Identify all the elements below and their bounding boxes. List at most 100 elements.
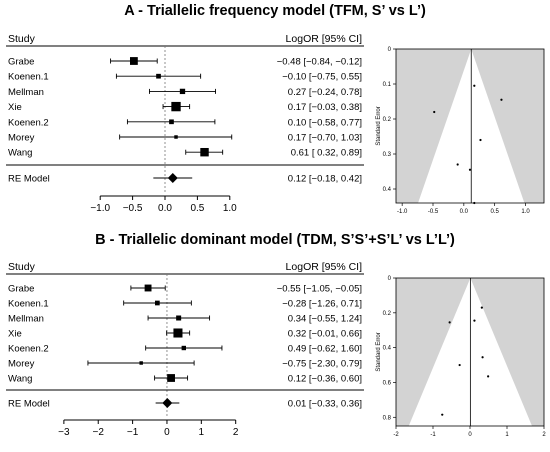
funnel-point — [473, 84, 476, 87]
x-tick-label: 0 — [164, 427, 170, 438]
x-tick-label: 0.0 — [158, 203, 172, 214]
effect-square — [174, 135, 178, 139]
header-effect: LogOR [95% CI] — [286, 261, 363, 273]
effect-ci-text: −0.55 [−1.05, −0.05] — [277, 284, 362, 295]
study-label: Grabe — [8, 284, 34, 295]
header-study: Study — [8, 33, 36, 45]
effect-square — [171, 101, 181, 112]
funnel-point — [468, 168, 472, 171]
funnel-y-tick-label: 0 — [388, 47, 392, 53]
funnel-point — [456, 163, 459, 166]
summary-label: RE Model — [8, 174, 50, 185]
funnel-y-tick-label: 0.2 — [383, 117, 392, 123]
effect-ci-text: −0.10 [−0.75, 0.55] — [282, 72, 362, 83]
study-label: Koenen.1 — [8, 299, 49, 310]
effect-square — [139, 361, 143, 365]
study-label: Koenen.2 — [8, 117, 49, 128]
effect-ci-text: 0.49 [−0.62, 1.60] — [288, 344, 362, 355]
funnel-point — [448, 321, 451, 324]
effect-ci-text: −0.48 [−0.84, −0.12] — [277, 57, 362, 68]
funnel-y-tick-label: 0.4 — [383, 187, 392, 193]
summary-diamond — [162, 398, 173, 408]
x-tick-label: −1 — [127, 427, 139, 438]
funnel-x-tick-label: 2 — [542, 432, 546, 438]
forest-plot-a: Study LogOR [95% CI] Grabe −0.48 [−0.84, −0… — [6, 33, 364, 214]
study-label: Koenen.2 — [8, 344, 49, 355]
x-tick-label: 2 — [233, 427, 239, 438]
study-label: Xie — [8, 329, 22, 340]
funnel-point — [479, 138, 482, 142]
funnel-x-tick-label: -0.5 — [428, 209, 439, 215]
study-label: Wang — [8, 374, 32, 385]
funnel-point — [433, 110, 436, 114]
study-label: Xie — [8, 102, 22, 113]
x-tick-label: −0.5 — [123, 203, 143, 214]
forest-plot-b: Study LogOR [95% CI] Grabe −0.55 [−1.05, −0… — [6, 261, 364, 438]
panel-b-title: B - Triallelic dominant model (TDM, S’S’… — [95, 232, 455, 248]
funnel-x-tick-label: 0.0 — [460, 209, 469, 215]
funnel-y-label: Standard Error — [376, 106, 382, 145]
summary-label: RE Model — [8, 399, 50, 410]
funnel-y-tick-label: 0.3 — [383, 152, 392, 158]
header-study: Study — [8, 261, 36, 273]
effect-ci-text: −0.28 [−1.26, 0.71] — [282, 299, 362, 310]
effect-ci-text: 0.10 [−0.58, 0.77] — [288, 117, 362, 128]
effect-ci-text: 0.61 [ 0.32, 0.89] — [291, 148, 362, 159]
x-tick-label: −2 — [93, 427, 105, 438]
funnel-y-tick-label: 0.1 — [383, 82, 392, 88]
summary-ci-text: 0.12 [−0.18, 0.42] — [288, 174, 362, 185]
funnel-point — [441, 413, 444, 416]
funnel-y-tick-label: 0.4 — [383, 346, 392, 352]
funnel-x-tick-label: -1.0 — [397, 209, 408, 215]
funnel-point — [473, 319, 476, 322]
funnel-point — [500, 98, 503, 101]
funnel-frame — [395, 48, 545, 204]
funnel-point — [473, 201, 476, 205]
effect-ci-text: 0.17 [−0.03, 0.38] — [288, 102, 362, 113]
effect-square — [200, 147, 209, 157]
summary-ci-text: 0.01 [−0.33, 0.36] — [288, 399, 362, 410]
funnel-point — [481, 356, 484, 359]
funnel-point — [487, 375, 490, 378]
x-tick-label: −3 — [58, 427, 70, 438]
funnel-x-tick-label: 1 — [505, 432, 509, 438]
effect-ci-text: 0.12 [−0.36, 0.60] — [288, 374, 362, 385]
funnel-y-label: Standard Error — [376, 332, 382, 371]
study-label: Mellman — [8, 87, 44, 98]
effect-square — [156, 73, 161, 79]
funnel-y-tick-label: 0.6 — [383, 380, 392, 386]
effect-square — [129, 57, 138, 65]
effect-ci-text: 0.32 [−0.01, 0.66] — [288, 329, 362, 340]
funnel-x-tick-label: 0.5 — [490, 209, 499, 215]
panel-a-title: A - Triallelic frequency model (TFM, S’ … — [124, 3, 426, 19]
funnel-x-tick-label: -1 — [430, 432, 436, 438]
effect-square — [169, 119, 174, 125]
funnel-plot-a: -1.0 -0.5 0.0 0.5 1.0 0 0.1 0.2 0.3 0.4 Standard E… — [376, 47, 545, 215]
effect-square — [144, 284, 152, 292]
study-label: Wang — [8, 148, 32, 159]
summary-diamond — [167, 173, 178, 183]
x-tick-label: 1 — [199, 427, 205, 438]
effect-square — [179, 88, 186, 95]
effect-square — [176, 315, 182, 321]
effect-square — [154, 300, 160, 306]
x-tick-label: 1.0 — [223, 203, 237, 214]
funnel-x-tick-label: -2 — [393, 432, 399, 438]
funnel-y-tick-label: 0 — [388, 276, 392, 282]
effect-ci-text: 0.27 [−0.24, 0.78] — [288, 87, 362, 98]
study-label: Koenen.1 — [8, 72, 49, 83]
funnel-y-tick-label: 0.2 — [383, 311, 392, 317]
effect-ci-text: 0.17 [−0.70, 1.03] — [288, 133, 362, 144]
funnel-point — [480, 306, 483, 309]
funnel-x-tick-label: 1.0 — [521, 209, 530, 215]
x-tick-label: −1.0 — [90, 203, 110, 214]
header-effect: LogOR [95% CI] — [286, 33, 363, 45]
x-tick-label: 0.5 — [190, 203, 204, 214]
effect-square — [167, 374, 175, 382]
effect-ci-text: 0.34 [−0.55, 1.24] — [288, 314, 362, 325]
study-label: Mellman — [8, 314, 44, 325]
funnel-plot-b: -2 -1 0 1 2 0 0.2 0.4 0.6 0.8 Standard Error — [376, 276, 546, 438]
effect-square — [181, 345, 186, 351]
funnel-point — [458, 363, 461, 367]
funnel-x-tick-label: 0 — [468, 432, 472, 438]
